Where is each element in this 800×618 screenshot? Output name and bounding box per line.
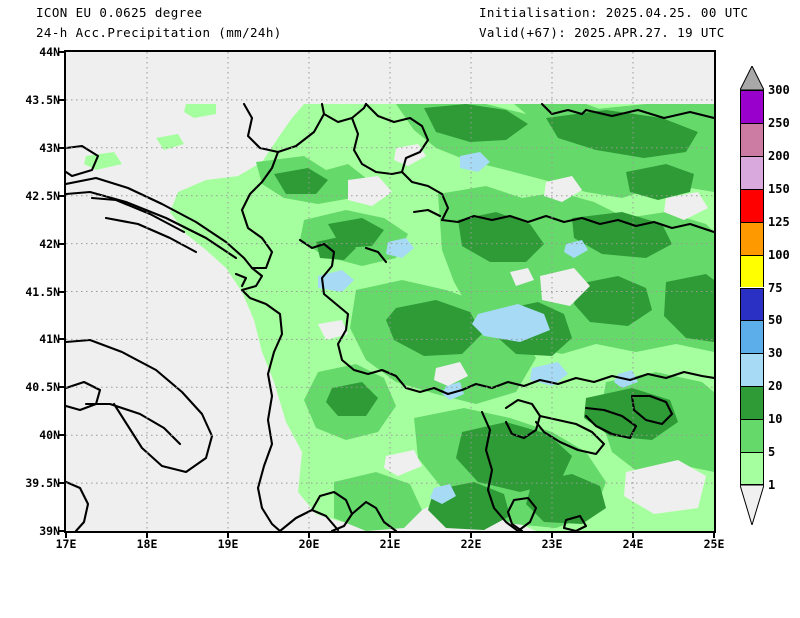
latitude-tick-mark — [59, 434, 66, 437]
longitude-tick-mark — [146, 531, 148, 538]
longitude-tick-mark — [713, 531, 715, 538]
colorbar-tick-label: 150 — [768, 181, 790, 196]
initialisation-time: Initialisation: 2025.04.25. 00 UTC — [479, 5, 749, 20]
latitude-tick-mark — [59, 338, 66, 341]
colorbar-band[interactable] — [740, 287, 764, 321]
colorbar-band[interactable] — [740, 188, 764, 222]
latitude-tick-label: 41.5N — [25, 284, 60, 299]
longitude-tick-label: 25E — [703, 537, 725, 551]
latitude-tick-label: 41N — [39, 332, 60, 347]
colorbar-tick-label: 300 — [768, 83, 790, 97]
colorbar-tick-label: 5 — [768, 445, 776, 460]
colorbar-band[interactable] — [740, 254, 764, 288]
longitude-tick-mark — [65, 531, 67, 538]
coastline-and-borders — [66, 102, 714, 531]
longitude-tick-mark — [227, 531, 229, 538]
colorbar-tick-label: 250 — [768, 115, 790, 130]
longitude-tick-mark — [632, 531, 634, 538]
longitude-tick-label: 20E — [298, 537, 320, 551]
precip-band-20mm — [318, 152, 638, 504]
longitude-tick-label: 17E — [55, 537, 77, 551]
latitude-tick-label: 40.5N — [25, 380, 60, 395]
longitude-tick-label: 21E — [379, 537, 401, 551]
colorbar-tick-label: 200 — [768, 148, 790, 163]
dry-patches — [318, 144, 708, 514]
latitude-tick-label: 43.5N — [25, 92, 60, 107]
product-title: 24-h Acc.Precipitation (mm/24h) — [36, 25, 282, 40]
colorbar-tick-label: 75 — [768, 280, 783, 295]
longitude-tick-label: 23E — [541, 537, 563, 551]
valid-time: Valid(+67): 2025.APR.27. 19 UTC — [479, 25, 725, 40]
latitude-tick-label: 44N — [39, 45, 60, 59]
colorbar-band[interactable] — [740, 386, 764, 420]
latitude-tick-label: 39N — [39, 524, 60, 538]
colorbar-tick-label: 125 — [768, 214, 790, 229]
colorbar-tick-label: 100 — [768, 247, 790, 262]
colorbar-band[interactable] — [740, 452, 764, 485]
colorbar-band[interactable] — [740, 320, 764, 354]
latitude-tick-mark — [59, 530, 66, 532]
colorbar-tick-label: 30 — [768, 346, 783, 361]
latitude-tick-mark — [59, 242, 66, 245]
precipitation-field — [66, 52, 714, 531]
colorbar-over-triangle-icon — [740, 66, 764, 90]
colorbar-band[interactable] — [740, 90, 764, 123]
latitude-tick-mark — [59, 51, 66, 53]
model-title: ICON EU 0.0625 degree — [36, 5, 203, 20]
latitude-tick-mark — [59, 482, 66, 485]
latitude-tick-mark — [59, 146, 66, 149]
longitude-tick-label: 22E — [460, 537, 482, 551]
colorbar-band[interactable] — [740, 155, 764, 189]
map-gridlines — [66, 52, 714, 531]
colorbar-band[interactable] — [740, 419, 764, 453]
longitude-tick-mark — [389, 531, 391, 538]
longitude-tick-mark — [470, 531, 472, 538]
longitude-tick-mark — [551, 531, 553, 538]
latitude-tick-label: 43N — [39, 140, 60, 155]
latitude-tick-label: 39.5N — [25, 476, 60, 491]
colorbar-tick-label: 20 — [768, 379, 783, 394]
latitude-tick-label: 40N — [39, 428, 60, 443]
longitude-tick-label: 19E — [217, 537, 239, 551]
latitude-tick-label: 42.5N — [25, 188, 60, 203]
colorbar-under-triangle-icon — [740, 485, 764, 525]
latitude-tick-mark — [59, 194, 66, 197]
longitude-tick-mark — [308, 531, 310, 538]
longitude-tick-label: 24E — [622, 537, 644, 551]
colorbar-tick-label: 10 — [768, 412, 783, 427]
map-plot-area[interactable] — [66, 52, 714, 531]
colorbar-band[interactable] — [740, 353, 764, 387]
latitude-tick-mark — [59, 290, 66, 293]
colorbar-tick-label: 50 — [768, 313, 783, 328]
colorbar-band[interactable] — [740, 122, 764, 156]
longitude-tick-label: 18E — [136, 537, 158, 551]
colorbar-band[interactable] — [740, 221, 764, 255]
precip-band-10mm — [274, 104, 714, 530]
latitude-tick-mark — [59, 386, 66, 389]
colorbar-tick-label: 1 — [768, 478, 776, 492]
latitude-tick-mark — [59, 98, 66, 101]
colorbar[interactable] — [740, 90, 764, 485]
latitude-tick-label: 42N — [39, 236, 60, 251]
